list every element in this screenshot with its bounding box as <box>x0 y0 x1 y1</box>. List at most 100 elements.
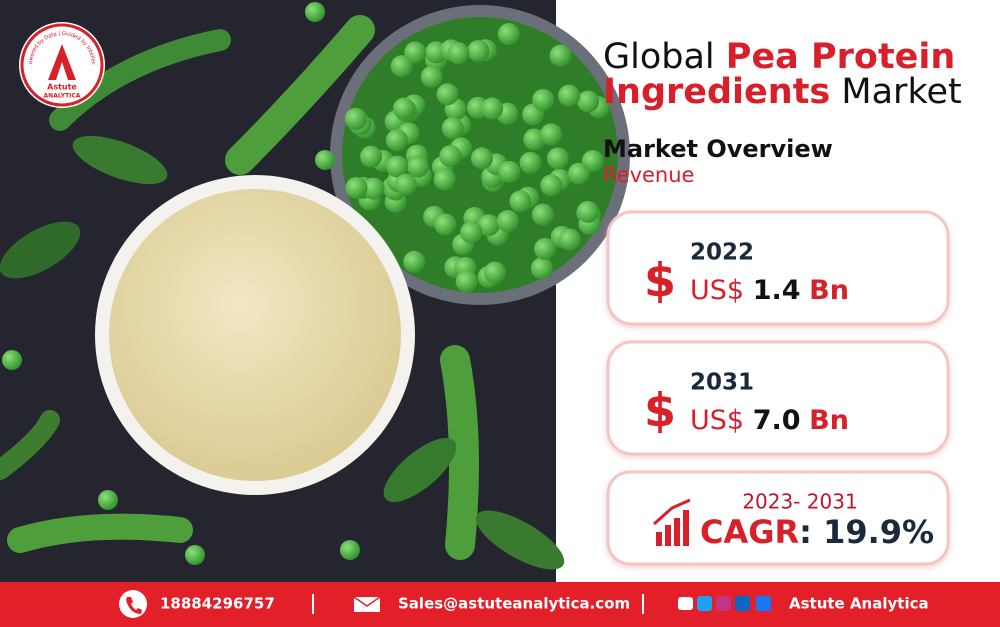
pea <box>390 55 413 78</box>
leaf <box>383 437 457 503</box>
pea <box>532 88 555 111</box>
pea <box>558 228 581 251</box>
pea <box>420 65 443 88</box>
revenue-value: US$ 1.4 Bn <box>690 275 849 306</box>
amount: 7.0 <box>753 405 801 436</box>
logo-badge <box>19 22 105 108</box>
pea <box>385 129 408 152</box>
pea <box>436 83 459 106</box>
twitter-icon[interactable] <box>697 596 712 611</box>
title-word: Global <box>603 37 715 77</box>
cagr-period: 2023- 2031 <box>742 490 857 514</box>
cagr-number: 19.9% <box>823 513 934 551</box>
pea <box>360 145 383 168</box>
pea <box>470 147 493 170</box>
title-word: Ingredients <box>603 72 830 112</box>
revenue-value: US$ 7.0 Bn <box>690 405 849 436</box>
pea <box>98 490 118 510</box>
facebook-icon[interactable] <box>756 596 771 611</box>
icon-arrow <box>653 498 691 526</box>
pea <box>558 84 581 107</box>
pea <box>460 221 483 244</box>
year: 2022 <box>690 240 754 266</box>
pea <box>393 97 416 120</box>
phone-glyph <box>126 597 142 614</box>
brand: Astute Analytica <box>789 595 929 613</box>
pea <box>481 97 504 120</box>
linkedin-icon[interactable] <box>735 596 750 611</box>
pea <box>534 237 557 260</box>
pea <box>497 23 520 46</box>
icon-bar <box>665 525 671 546</box>
pea <box>467 39 490 62</box>
pea <box>386 155 409 178</box>
icon-bar <box>674 518 680 546</box>
pea <box>576 200 599 223</box>
title-line-2: Ingredients Market <box>603 72 962 112</box>
icon-bar <box>656 532 662 546</box>
cagr-separator: : <box>799 513 812 551</box>
pea <box>519 151 542 174</box>
pea-pod <box>7 513 193 553</box>
pea <box>439 145 462 168</box>
pea-pod <box>440 345 479 560</box>
pea <box>455 270 478 293</box>
logo-tagline: ANALYTICA <box>44 93 81 100</box>
pea <box>305 2 325 22</box>
logo-mark <box>48 44 76 80</box>
pea <box>549 44 572 67</box>
email: Sales@astuteanalytica.com <box>398 595 630 613</box>
currency: US$ <box>690 275 744 306</box>
pea <box>434 213 457 236</box>
title-line-1: Global Pea Protein <box>603 37 955 77</box>
currency-symbol: $ <box>644 384 676 438</box>
phone: 18884296757 <box>160 595 275 613</box>
pea <box>433 168 456 191</box>
title-word: Market <box>841 72 961 112</box>
pea-pod <box>0 410 60 480</box>
currency-symbol: $ <box>644 254 676 308</box>
footer-bar <box>0 582 1000 627</box>
pea <box>362 177 385 200</box>
icon-bar <box>683 510 689 546</box>
pea <box>540 123 563 146</box>
currency: US$ <box>690 405 744 436</box>
logo-ring <box>20 23 104 107</box>
pea <box>406 155 429 178</box>
pea-protein-powder <box>109 189 401 481</box>
pea <box>441 117 464 140</box>
pea <box>394 173 417 196</box>
cagr-value: CAGR: 19.9% <box>700 513 934 551</box>
cagr-card <box>606 470 950 566</box>
revenue-card <box>606 210 950 326</box>
pea <box>340 540 360 560</box>
pea <box>403 250 426 273</box>
pea <box>577 90 600 113</box>
pea <box>185 545 205 565</box>
pea <box>483 261 506 284</box>
leaf <box>0 221 81 279</box>
pea <box>344 107 367 130</box>
youtube-icon[interactable] <box>678 597 693 610</box>
leaf <box>475 510 565 570</box>
phone-icon <box>119 590 147 618</box>
pea <box>477 214 500 237</box>
pea <box>404 41 427 64</box>
leaf <box>72 135 168 185</box>
year: 2031 <box>690 370 754 396</box>
growth-icon <box>653 498 691 546</box>
pea <box>568 162 591 185</box>
metric-label: Revenue <box>603 163 694 187</box>
logo-name: Astute <box>47 83 77 92</box>
pea <box>523 128 546 151</box>
instagram-icon[interactable] <box>716 596 731 611</box>
pea <box>345 177 368 200</box>
pea <box>496 210 519 233</box>
unit: Bn <box>809 405 849 436</box>
pea <box>315 150 335 170</box>
pea <box>509 190 532 213</box>
pea <box>2 350 22 370</box>
pea-pod <box>49 29 231 131</box>
pea <box>546 147 569 170</box>
